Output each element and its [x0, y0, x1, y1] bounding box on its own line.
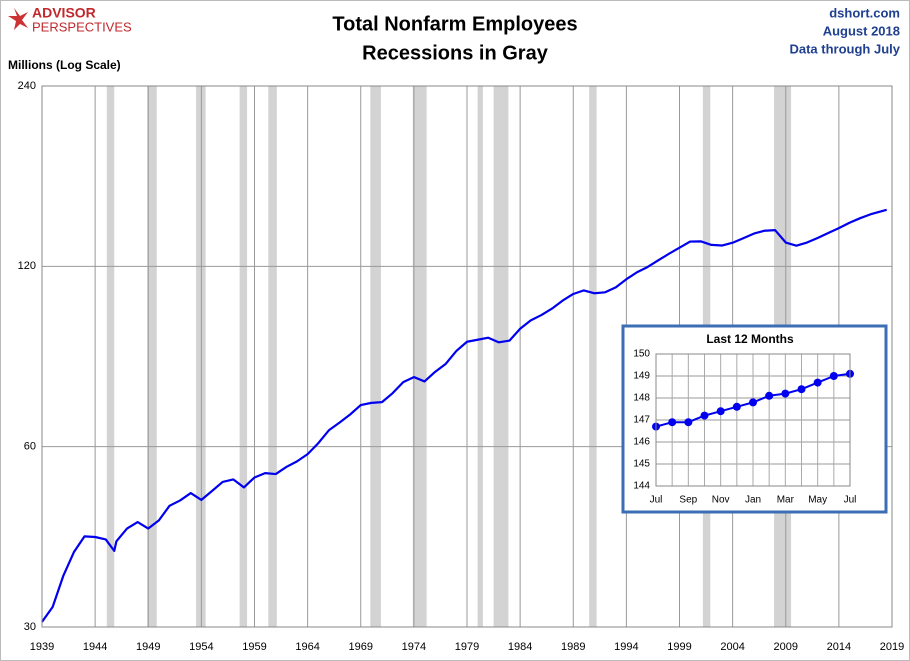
- recession-band: [196, 86, 206, 627]
- logo: ADVISOR PERSPECTIVES: [8, 5, 132, 34]
- y-tick-label: 144: [633, 481, 650, 492]
- x-tick-label: 1984: [508, 641, 532, 653]
- plot-border: [41, 85, 893, 628]
- note: Data through July: [789, 41, 900, 56]
- y-axis-label: Millions (Log Scale): [8, 58, 121, 72]
- x-tick-label: 1994: [614, 641, 638, 653]
- inset-title: Last 12 Months: [706, 332, 794, 346]
- logo-text: ADVISOR: [32, 5, 96, 21]
- recession-band: [106, 86, 115, 627]
- data-point: [797, 385, 806, 394]
- y-tick-label: 146: [633, 437, 650, 448]
- recession-band: [589, 86, 597, 627]
- x-tick-label: Jul: [650, 495, 663, 506]
- x-tick-label: 2019: [880, 641, 904, 653]
- x-tick-label: 1969: [349, 641, 373, 653]
- x-tick-label: 1964: [295, 641, 319, 653]
- chart-title: Total Nonfarm Employees: [332, 13, 577, 35]
- x-tick-label: Jul: [844, 495, 857, 506]
- data-point: [829, 372, 838, 380]
- y-tick-label: 149: [633, 371, 650, 382]
- recession-band: [493, 86, 509, 627]
- inset-border: [655, 353, 851, 487]
- chart-subtitle: Recessions in Gray: [362, 42, 549, 64]
- x-tick-label: 1939: [30, 641, 54, 653]
- data-point: [700, 411, 709, 420]
- inset-plot: 144 145 146 147 148 149 150 Jul Sep Nov Jan Mar May J…: [633, 349, 856, 506]
- y-tick-label: 150: [633, 349, 650, 360]
- recession-band: [370, 86, 381, 627]
- source: dshort.com: [829, 5, 900, 20]
- x-tick-label: 1959: [242, 641, 266, 653]
- recession-band: [147, 86, 157, 627]
- y-tick-label: 120: [18, 260, 36, 272]
- x-tick-label: May: [808, 495, 827, 506]
- x-tick-label: 2004: [720, 641, 744, 653]
- data-point: [732, 402, 741, 411]
- inset-frame: [621, 324, 888, 514]
- x-tick-label: 2014: [827, 641, 851, 653]
- data-point: [813, 378, 822, 387]
- y-tick-label: 148: [633, 393, 650, 404]
- date: August 2018: [823, 23, 900, 38]
- y-tick-label: 240: [18, 80, 36, 92]
- x-tick-label: 2009: [774, 641, 798, 653]
- recession-band: [412, 86, 427, 627]
- x-tick-label: 1989: [561, 641, 585, 653]
- x-tick-label: Sep: [679, 495, 697, 506]
- x-tick-label: Nov: [712, 495, 730, 506]
- x-tick-label: 1999: [667, 641, 691, 653]
- data-point: [684, 418, 693, 427]
- data-line: [41, 208, 887, 623]
- y-tick-label: 60: [24, 441, 36, 453]
- data-point: [749, 398, 757, 407]
- y-tick-label: 145: [633, 459, 650, 470]
- data-point: [716, 407, 725, 416]
- x-tick-label: 1949: [136, 641, 160, 653]
- recession-band: [268, 86, 277, 627]
- data-point: [781, 389, 790, 398]
- recession-band: [239, 86, 248, 627]
- x-tick-label: Mar: [777, 495, 795, 506]
- x-tick-label: Jan: [745, 495, 761, 506]
- x-tick-label: 1944: [83, 641, 107, 653]
- y-tick-label: 30: [24, 621, 36, 633]
- logo-text: PERSPECTIVES: [32, 19, 132, 34]
- data-point: [765, 391, 774, 400]
- x-tick-label: 1974: [402, 641, 426, 653]
- x-tick-label: 1954: [189, 641, 213, 653]
- y-tick-label: 147: [633, 415, 650, 426]
- recession-band: [477, 86, 483, 627]
- data-point: [668, 418, 677, 427]
- x-tick-label: 1979: [455, 641, 479, 653]
- logo-icon: [8, 8, 28, 30]
